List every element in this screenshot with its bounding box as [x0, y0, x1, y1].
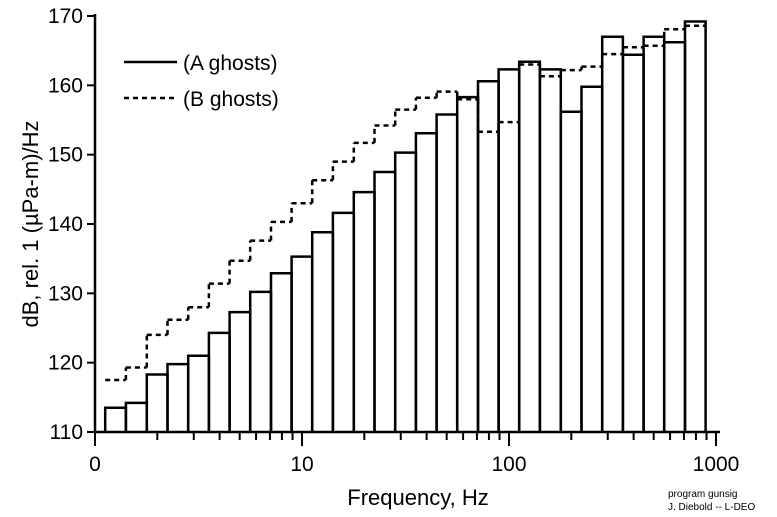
bar-a: [207, 331, 231, 432]
bar-a: [373, 170, 397, 432]
y-ticks: 110 120 130 140 150 160 170: [48, 5, 95, 444]
x-tick-label: 0: [89, 453, 101, 476]
credit-line-2: J. Diebold -- L-DEO: [668, 502, 755, 513]
y-tick-label: 120: [48, 352, 83, 375]
bar-a: [580, 85, 604, 432]
bar-a: [186, 354, 211, 432]
x-ticks: 0 10 100 1000: [89, 432, 739, 476]
bar-a: [476, 79, 500, 432]
credit-line-1: program gunsig: [668, 489, 737, 500]
bar-a: [600, 35, 625, 432]
bar-a: [228, 310, 252, 432]
y-tick-label: 170: [48, 5, 83, 28]
bar-a: [642, 35, 666, 432]
y-tick-label: 140: [48, 213, 83, 236]
bar-a: [455, 95, 480, 432]
y-tick-label: 130: [48, 282, 83, 305]
bar-a: [310, 231, 335, 432]
bar-a: [662, 41, 687, 432]
series-b-steps: [105, 24, 706, 382]
bar-a: [559, 110, 583, 432]
bar-a: [414, 131, 438, 432]
bar-a: [124, 401, 149, 432]
bar-a: [517, 60, 542, 432]
x-axis-label: Frequency, Hz: [347, 485, 488, 510]
bar-a: [435, 113, 459, 432]
legend-label-a: (A ghosts): [183, 52, 278, 75]
y-tick-label: 160: [48, 74, 83, 97]
legend: (A ghosts) (B ghosts): [124, 52, 279, 111]
bar-a: [248, 290, 273, 432]
bar-a: [621, 53, 645, 432]
bar-a: [393, 151, 418, 432]
series-a-steps: [103, 20, 707, 432]
bar-a: [497, 68, 521, 432]
bar-a: [269, 271, 293, 432]
x-tick-label: 100: [491, 453, 526, 476]
bar-a: [145, 373, 169, 432]
bar-a: [166, 362, 190, 432]
bar-a: [352, 190, 376, 432]
legend-label-b: (B ghosts): [183, 88, 279, 111]
bar-a: [538, 68, 563, 432]
bar-a: [103, 406, 128, 432]
y-tick-label: 110: [50, 421, 83, 444]
y-tick-label: 150: [48, 144, 83, 167]
bar-a: [683, 20, 707, 432]
x-tick-label: 10: [290, 453, 313, 476]
x-tick-label: 1000: [693, 453, 740, 476]
bar-a: [290, 255, 314, 432]
bar-a: [331, 211, 356, 432]
y-axis-label: dB, rel. 1 (µPa-m)/Hz: [18, 120, 43, 327]
